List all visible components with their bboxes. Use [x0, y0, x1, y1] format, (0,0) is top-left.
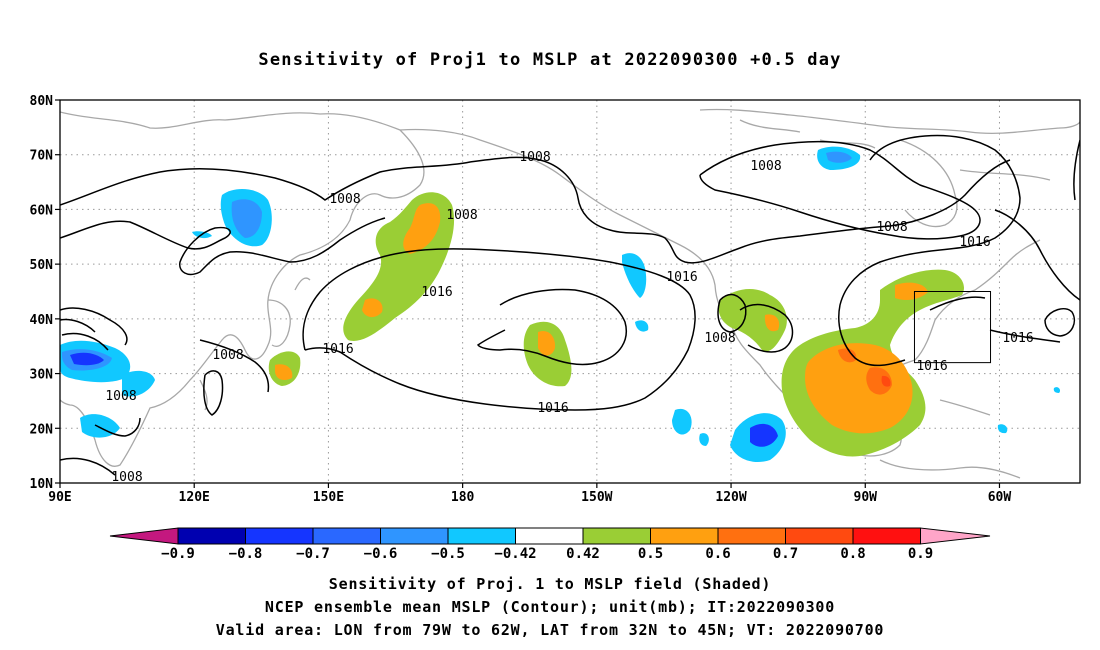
lon-tick-label: 150W	[581, 490, 612, 505]
colorbar-tick-label: 0.42	[566, 546, 600, 562]
contour-label: 1016	[421, 285, 452, 300]
colorbar-tick-label: 0.7	[773, 546, 798, 562]
lat-tick-label: 60N	[30, 203, 54, 218]
colorbar-tick-label: −0.9	[161, 546, 195, 562]
figure-title: Sensitivity of Proj1 to MSLP at 20220903…	[258, 50, 842, 70]
contour-label: 1008	[446, 208, 477, 223]
colorbar: −0.9 −0.8 −0.7 −0.6 −0.5 −0.42 0.42 0.5 0.6 0.7 0.…	[109, 527, 991, 562]
colorbar-cell	[515, 527, 584, 545]
colorbar-cell	[447, 527, 516, 545]
sensitivity-shading	[60, 146, 1061, 463]
contour-label: 1016	[322, 342, 353, 357]
lat-tick-label: 20N	[30, 422, 54, 437]
contour-label: 1016	[959, 235, 990, 250]
lon-tick-label: 120W	[715, 490, 746, 505]
contour-label: 1008	[105, 389, 136, 404]
lon-tick-label: 180	[451, 490, 475, 505]
colorbar-tick-label: −0.8	[229, 546, 263, 562]
map-frame	[59, 99, 1081, 484]
contour-labels: 1008 1008 1008 1008 1008 1008 1008 1008 …	[105, 150, 1033, 485]
contour-label: 1016	[916, 359, 947, 374]
colorbar-tick-label: 0.5	[638, 546, 663, 562]
colorbar-cell	[582, 527, 651, 545]
colorbar-cell	[717, 527, 786, 545]
contour-label: 1016	[537, 401, 568, 416]
colorbar-tick-label: −0.7	[296, 546, 330, 562]
colorbar-cell	[650, 527, 719, 545]
colorbar-tick-label: −0.6	[364, 546, 398, 562]
colorbar-tick-label: 0.6	[705, 546, 730, 562]
lon-tick-label: 120E	[179, 490, 210, 505]
colorbar-high-triangle	[920, 527, 991, 545]
colorbar-cell	[852, 527, 921, 545]
colorbar-tick-label: −0.42	[494, 546, 536, 562]
lon-tick-label: 90E	[48, 490, 71, 505]
colorbar-cell	[785, 527, 854, 545]
contour-label: 1008	[750, 159, 781, 174]
colorbar-cell	[177, 527, 246, 545]
footer-line-shaded: Sensitivity of Proj. 1 to MSLP field (Sh…	[328, 575, 772, 593]
colorbar-tick-label: −0.5	[431, 546, 465, 562]
contour-label: 1008	[111, 470, 142, 485]
colorbar-low-triangle	[109, 527, 179, 545]
contour-label: 1008	[704, 331, 735, 346]
colorbar-cell	[380, 527, 449, 545]
lon-tick-label: 150E	[313, 490, 344, 505]
colorbar-cell	[312, 527, 381, 545]
lat-tick-label: 50N	[30, 258, 54, 273]
contour-label: 1008	[876, 220, 907, 235]
footer-line-valid-area: Valid area: LON from 79W to 62W, LAT fro…	[215, 621, 885, 639]
mslp-contours	[60, 134, 1080, 476]
footer-line-contour: NCEP ensemble mean MSLP (Contour); unit(…	[264, 598, 836, 616]
lon-tick-label: 60W	[988, 490, 1012, 505]
lat-tick-label: 10N	[30, 477, 54, 492]
colorbar-cell	[245, 527, 314, 545]
lat-tick-label: 70N	[30, 149, 54, 164]
colorbar-tick-label: 0.9	[908, 546, 933, 562]
contour-label: 1016	[1002, 331, 1033, 346]
lat-tick-label: 30N	[30, 368, 54, 383]
contour-label: 1008	[212, 348, 243, 363]
figure-footer: Sensitivity of Proj. 1 to MSLP field (Sh…	[0, 573, 1100, 642]
contour-label: 1008	[329, 192, 360, 207]
lat-tick-label: 40N	[30, 313, 54, 328]
lat-tick-label: 80N	[30, 94, 54, 109]
colorbar-tick-label: 0.8	[840, 546, 865, 562]
valid-area-box	[913, 291, 992, 364]
contour-label: 1008	[519, 150, 550, 165]
lon-tick-label: 90W	[854, 490, 878, 505]
contour-label: 1016	[666, 270, 697, 285]
